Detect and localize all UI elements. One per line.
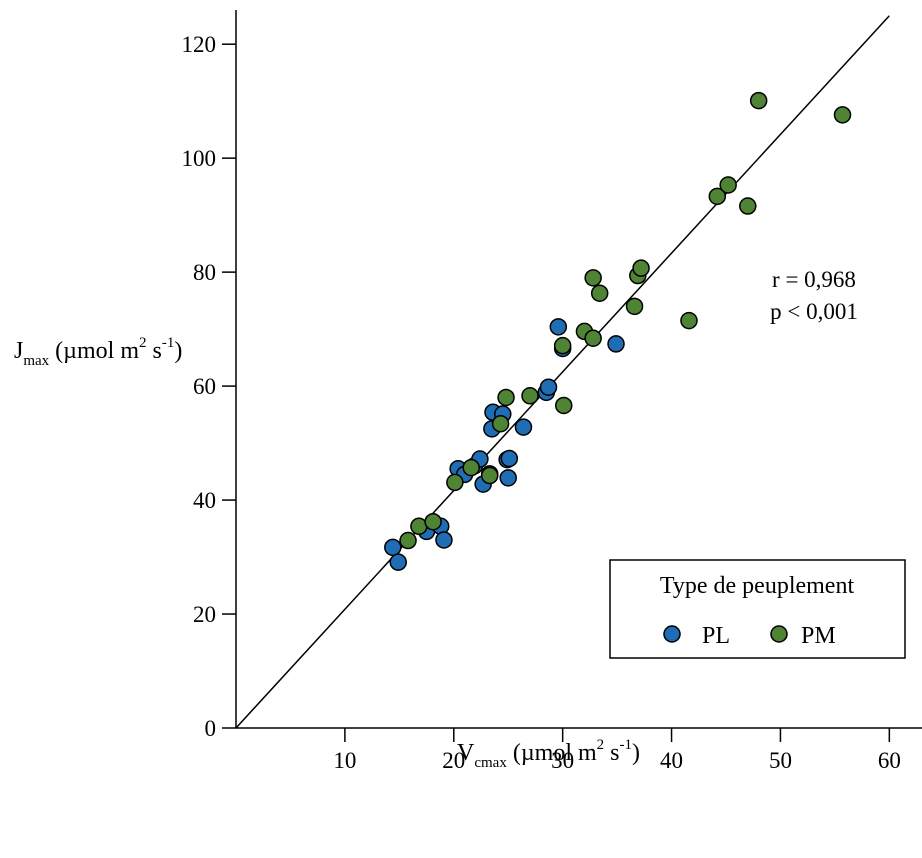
data-point-pm [584, 269, 602, 287]
legend-marker-pl [663, 625, 681, 643]
p-value-text: p < 0,001 [770, 299, 858, 324]
x-tick-label: 30 [551, 748, 574, 773]
data-point-pm [739, 197, 757, 215]
x-tick-label: 20 [442, 748, 465, 773]
data-point-pl [389, 553, 407, 571]
data-point-pm [632, 259, 650, 277]
data-point-pl [384, 538, 402, 557]
y-tick-label: 100 [182, 146, 217, 171]
data-point-pm [491, 414, 510, 433]
data-point-pm [680, 311, 698, 330]
data-point-pm [497, 388, 515, 407]
data-point-pm [424, 512, 442, 531]
data-point-pm [399, 531, 417, 550]
data-point-pl [539, 378, 558, 396]
data-point-pm [446, 473, 464, 492]
data-point-pm [708, 187, 727, 206]
legend-label-pm: PM [801, 623, 836, 649]
data-points [384, 91, 852, 571]
data-point-pm [521, 387, 539, 405]
legend-marker-pm [770, 625, 788, 643]
data-point-pm [833, 106, 852, 124]
legend-title: Type de peuplement [660, 573, 855, 599]
y-tick-label: 40 [193, 488, 216, 513]
data-point-pl [499, 469, 517, 487]
data-point-pm [625, 297, 644, 316]
x-axis-ticks: 10 20 30 40 50 60 [333, 728, 901, 773]
y-tick-label: 0 [205, 716, 217, 741]
x-tick-label: 40 [660, 748, 683, 773]
legend-box [609, 559, 906, 659]
data-point-pm [462, 458, 480, 477]
x-axis-label: Vcmax (µmol m2 s-1) [457, 737, 640, 771]
data-point-pl [435, 531, 453, 549]
data-point-pm [584, 329, 602, 347]
data-point-pm [719, 176, 737, 194]
y-axis-ticks: 0 20 40 60 80 100 120 [182, 32, 236, 741]
x-tick-label: 10 [333, 748, 356, 773]
y-axis-label: Jmax (µmol m2 s-1) [14, 335, 182, 369]
y-tick-label: 60 [193, 374, 216, 399]
correlation-r-text: r = 0,968 [772, 267, 856, 292]
data-point-pm [480, 466, 499, 485]
data-point-pl [514, 418, 533, 436]
x-tick-label: 50 [769, 748, 792, 773]
data-point-pm [749, 91, 768, 110]
y-tick-label: 80 [193, 260, 216, 285]
y-tick-label: 120 [182, 32, 217, 57]
data-point-pm [590, 284, 609, 302]
data-point-pl [607, 335, 625, 353]
data-point-pm [553, 336, 572, 355]
data-point-pl [500, 449, 519, 468]
legend: Type de peuplement PL PM [609, 559, 906, 659]
legend-label-pl: PL [702, 623, 730, 649]
data-point-pl [549, 318, 568, 336]
x-tick-label: 60 [878, 748, 901, 773]
y-tick-label: 20 [193, 602, 216, 627]
data-point-pm [555, 396, 573, 415]
regression-line [235, 15, 890, 729]
series-pm [399, 91, 852, 550]
